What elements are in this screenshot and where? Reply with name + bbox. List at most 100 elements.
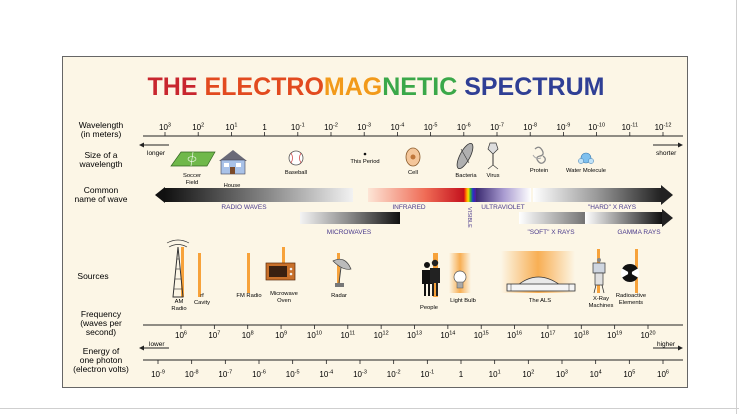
radar-glow — [337, 253, 340, 287]
wavelength-tick-label: 10-6 — [457, 123, 471, 133]
gamma-rays-label: GAMMA RAYS — [617, 229, 661, 236]
frequency-tick-label: 1018 — [574, 331, 589, 341]
sources-row-label: Sources — [77, 271, 108, 281]
energy-tick-label: 101 — [489, 370, 501, 380]
title-part-4: SPECTRUM — [457, 73, 604, 101]
wavelength-tick-label: 10-7 — [490, 123, 504, 133]
shorter-label: shorter — [656, 150, 677, 157]
source-label-microwave-oven: Microwave Oven — [270, 291, 298, 304]
energy-tick-label: 1 — [459, 370, 464, 379]
sources-row: AM Radio rf Cavity FM Radio Microwave Oven … — [166, 239, 646, 312]
rf-cavity-glow — [198, 253, 201, 297]
frequency-tick-label: 1014 — [440, 331, 455, 341]
wavelength-row-label: Wavelength (in meters) — [79, 120, 124, 139]
radar-dish-icon — [332, 258, 352, 287]
energy-tick-label: 10-3 — [353, 370, 367, 380]
source-label-xray-machines: X-Ray Machines — [589, 296, 614, 309]
wavelength-tick-label: 10-1 — [291, 123, 305, 133]
size-label-bacteria: Bacteria — [455, 173, 477, 179]
cell-icon — [405, 147, 421, 167]
energy-tick-label: 10-6 — [252, 370, 266, 380]
title-part-0: THE — [148, 73, 205, 101]
energy-row-label: Energy of one photon (electron volts) — [73, 346, 129, 374]
energy-tick-label: 102 — [522, 370, 534, 380]
hard-xrays-label: "HARD" X RAYS — [588, 204, 637, 211]
am-radio-glow — [181, 247, 184, 297]
gamma-rays-band — [585, 209, 673, 227]
frequency-tick-label: 1019 — [607, 331, 622, 341]
energy-tick-label: 10-9 — [151, 370, 165, 380]
energy-tick-label: 104 — [590, 370, 602, 380]
size-label-soccer-field: Soccer Field — [183, 173, 201, 186]
longer-label: longer — [147, 150, 166, 157]
ultraviolet-band — [476, 188, 531, 202]
microwave-glow — [282, 247, 285, 277]
protein-icon — [532, 146, 546, 164]
visible-band — [464, 188, 476, 202]
wavelength-tick-label: 101 — [225, 123, 237, 133]
source-label-rf-cavity: rf Cavity — [194, 293, 210, 306]
lower-label: lower — [149, 341, 165, 348]
size-objects-row: Soccer Field House Baseball This Period C… — [170, 142, 606, 189]
wavelength-tick-label: 10-4 — [391, 123, 405, 133]
frequency-tick-label: 1012 — [374, 331, 389, 341]
longer-arrow: longer — [139, 142, 169, 157]
energy-tick-label: 10-5 — [286, 370, 300, 380]
frequency-tick-label: 1013 — [407, 331, 422, 341]
radio-waves-band — [155, 187, 353, 203]
wavelength-tick-label: 10-9 — [557, 123, 571, 133]
size-label-this-period: This Period — [350, 159, 379, 165]
ultraviolet-label: ULTRAVIOLET — [481, 204, 524, 211]
window-bottom-line — [0, 408, 739, 409]
wavelength-tick-label: 10-11 — [622, 123, 638, 133]
light-bulb-icon — [453, 270, 467, 289]
spectrum-panel: THE ELECTROMAGNETIC SPECTRUM Wavelength(… — [62, 56, 688, 388]
higher-arrow: higher — [653, 341, 683, 351]
wavelength-axis: 103 102 101 1 10-1 10-2 10-3 10-4 10-5 10-6 10-7 10… — [143, 123, 683, 137]
frequency-tick-label: 1017 — [540, 331, 555, 341]
source-label-light-bulb: Light Bulb — [450, 298, 476, 304]
energy-axis: 10-9 10-8 10-7 10-6 10-5 10-4 10-3 10-2 10-1 1 101… — [143, 359, 683, 380]
frequency-tick-label: 106 — [175, 331, 187, 341]
wavelength-tick-label: 1 — [262, 123, 267, 132]
frequency-tick-label: 1010 — [307, 331, 322, 341]
xray-machine-icon — [592, 258, 606, 294]
period-dot-icon — [363, 152, 367, 156]
energy-tick-label: 10-4 — [319, 370, 333, 380]
frequency-tick-label: 1020 — [640, 331, 655, 341]
lower-arrow: lower — [139, 341, 169, 351]
bacteria-icon — [456, 143, 474, 169]
soft-xrays-band — [519, 212, 599, 224]
title-part-3: NETIC — [382, 73, 457, 101]
size-label-house: House — [224, 183, 241, 189]
energy-tick-label: 105 — [623, 370, 635, 380]
energy-tick-label: 10-7 — [218, 370, 232, 380]
wavelength-tick-label: 10-3 — [357, 123, 371, 133]
source-label-people: People — [420, 305, 438, 311]
title-part-2: MAG — [324, 73, 382, 101]
window-edge-line — [736, 0, 737, 414]
source-label-radar: Radar — [331, 293, 347, 299]
energy-tick-label: 10-8 — [185, 370, 199, 380]
frequency-row-label: Frequency (waves per second) — [80, 309, 122, 337]
energy-tick-label: 10-1 — [420, 370, 434, 380]
size-label-protein: Protein — [530, 168, 548, 174]
size-label-water-molecule: Water Molecule — [566, 168, 606, 174]
title-part-1: ELECTRO — [204, 73, 323, 101]
size-label-virus: Virus — [486, 173, 499, 179]
als-building-icon — [506, 276, 576, 292]
frequency-tick-label: 108 — [242, 331, 254, 341]
wavelength-tick-label: 10-8 — [523, 123, 537, 133]
size-row-label: Size of a wavelength — [78, 150, 122, 169]
microwaves-label: MICROWAVES — [327, 229, 372, 236]
house-icon — [219, 150, 247, 175]
soccer-field-icon — [170, 151, 216, 167]
source-label-am-radio: AM Radio — [171, 299, 186, 312]
higher-label: higher — [657, 341, 676, 348]
page-title: THE ELECTROMAGNETIC SPECTRUM — [148, 73, 605, 101]
shorter-arrow: shorter — [653, 142, 683, 157]
wavelength-tick-label: 10-2 — [324, 123, 338, 133]
fm-radio-glow — [247, 253, 250, 293]
soft-xrays-label: "SOFT" X RAYS — [527, 229, 575, 236]
microwaves-band — [300, 212, 400, 224]
